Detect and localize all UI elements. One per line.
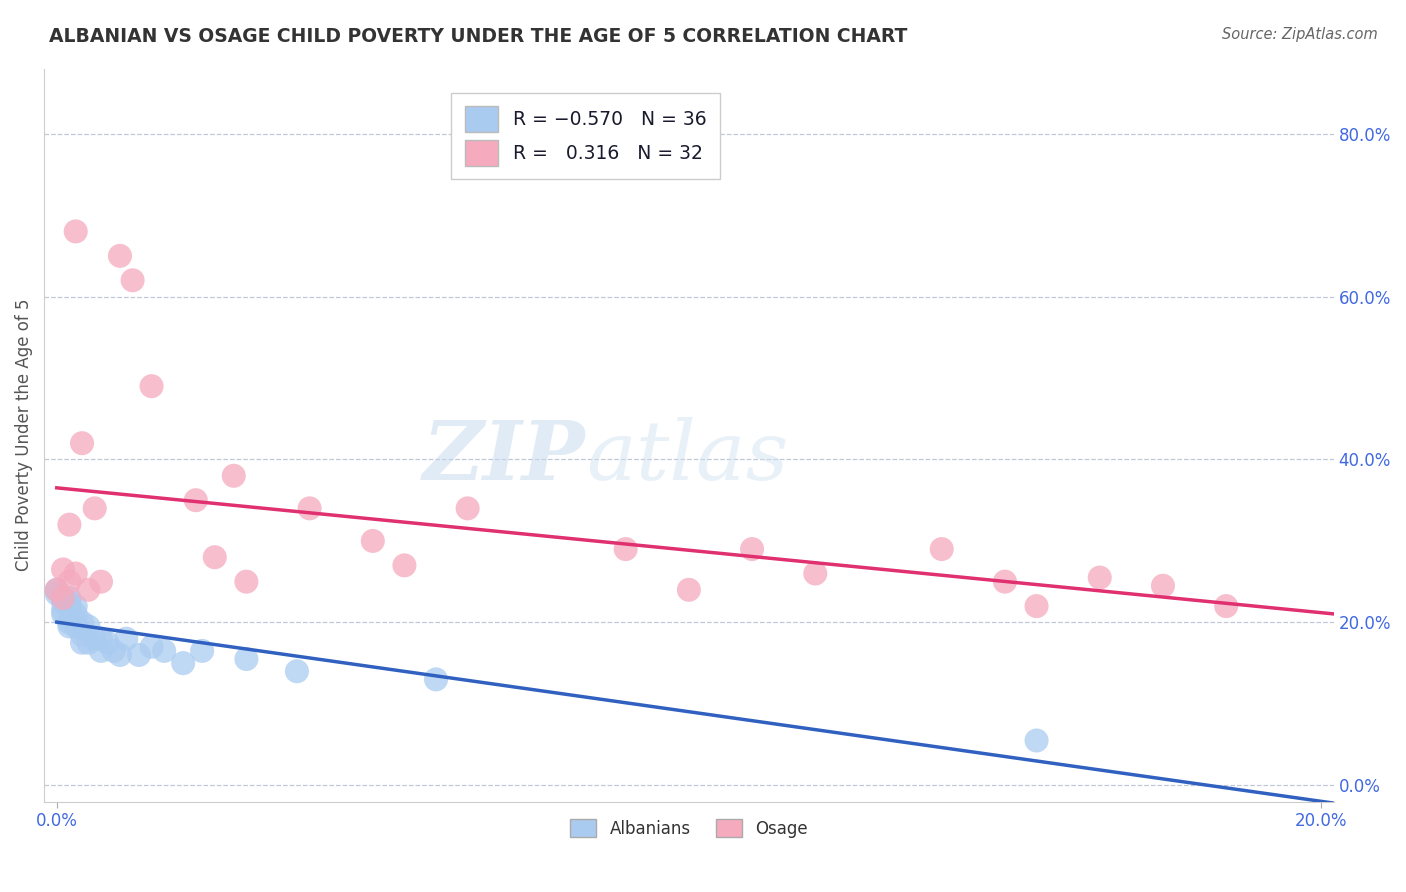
Point: [65, 566, 87, 581]
Point: [184, 493, 207, 508]
Point: [70, 615, 93, 630]
Point: [45, 582, 67, 597]
Point: [58, 517, 80, 532]
Point: [58, 600, 80, 615]
Point: [108, 249, 131, 263]
Point: [58, 574, 80, 589]
Point: [121, 273, 143, 287]
Point: [90, 644, 112, 658]
Y-axis label: Child Poverty Under the Age of 5: Child Poverty Under the Age of 5: [15, 299, 32, 571]
Point: [108, 648, 131, 662]
Point: [90, 574, 112, 589]
Point: [45, 587, 67, 601]
Point: [285, 665, 308, 679]
Point: [804, 566, 827, 581]
Point: [614, 542, 637, 557]
Point: [65, 224, 87, 238]
Point: [298, 501, 321, 516]
Legend: Albanians, Osage: Albanians, Osage: [562, 813, 815, 845]
Point: [58, 595, 80, 609]
Point: [90, 632, 112, 646]
Point: [141, 379, 163, 393]
Point: [1088, 571, 1111, 585]
Point: [1152, 579, 1174, 593]
Point: [65, 607, 87, 622]
Point: [128, 648, 150, 662]
Point: [172, 656, 194, 670]
Point: [52, 591, 75, 605]
Point: [58, 591, 80, 605]
Point: [204, 550, 226, 565]
Point: [52, 607, 75, 622]
Point: [1025, 599, 1047, 613]
Point: [361, 533, 384, 548]
Point: [70, 436, 93, 450]
Point: [394, 558, 416, 573]
Point: [153, 644, 176, 658]
Point: [425, 673, 447, 687]
Point: [115, 632, 138, 646]
Point: [457, 501, 479, 516]
Point: [52, 562, 75, 576]
Point: [222, 468, 245, 483]
Point: [235, 652, 257, 666]
Point: [52, 591, 75, 605]
Point: [741, 542, 763, 557]
Point: [83, 501, 105, 516]
Point: [58, 619, 80, 633]
Point: [77, 619, 100, 633]
Point: [52, 595, 75, 609]
Point: [103, 644, 125, 658]
Point: [96, 636, 118, 650]
Point: [678, 582, 700, 597]
Text: atlas: atlas: [586, 417, 789, 497]
Point: [994, 574, 1017, 589]
Point: [58, 603, 80, 617]
Point: [1215, 599, 1237, 613]
Point: [77, 582, 100, 597]
Point: [65, 619, 87, 633]
Text: Source: ZipAtlas.com: Source: ZipAtlas.com: [1222, 27, 1378, 42]
Point: [65, 599, 87, 613]
Point: [141, 640, 163, 654]
Point: [52, 603, 75, 617]
Point: [77, 636, 100, 650]
Point: [1025, 733, 1047, 747]
Point: [45, 582, 67, 597]
Point: [58, 615, 80, 630]
Text: ZIP: ZIP: [423, 417, 586, 497]
Point: [235, 574, 257, 589]
Point: [931, 542, 953, 557]
Point: [70, 627, 93, 641]
Point: [83, 632, 105, 646]
Point: [70, 636, 93, 650]
Point: [191, 644, 214, 658]
Text: ALBANIAN VS OSAGE CHILD POVERTY UNDER THE AGE OF 5 CORRELATION CHART: ALBANIAN VS OSAGE CHILD POVERTY UNDER TH…: [49, 27, 908, 45]
